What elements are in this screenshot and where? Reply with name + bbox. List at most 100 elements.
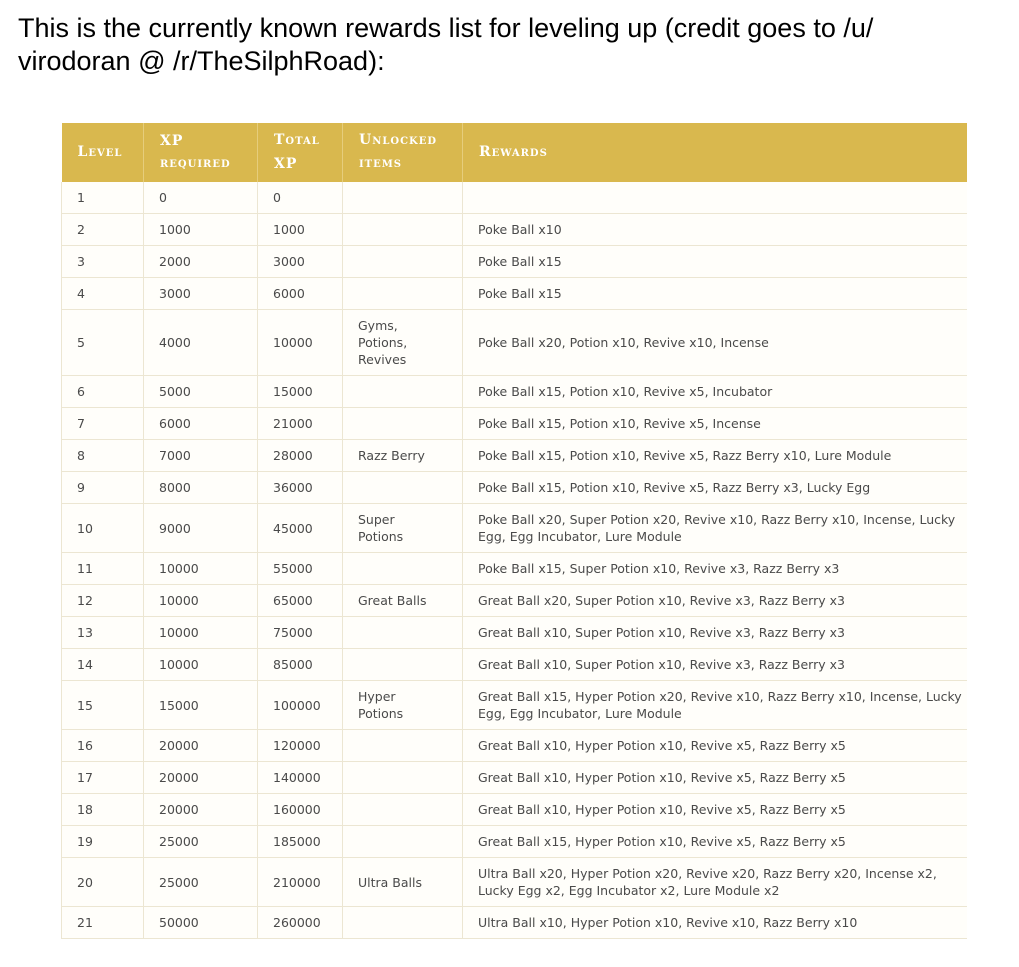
- unlocked-items-cell: [342, 648, 463, 681]
- level-cell: 20: [61, 857, 144, 907]
- unlocked-items-cell: [342, 471, 463, 504]
- unlocked-items-cell: [342, 906, 463, 939]
- rewards-cell: Poke Ball x15, Super Potion x10, Revive …: [462, 552, 967, 585]
- total-xp-cell: 45000: [257, 503, 343, 553]
- level-cell: 15: [61, 680, 144, 730]
- level-cell: 12: [61, 584, 144, 617]
- total-xp-cell: 120000: [257, 729, 343, 762]
- total-xp-cell: 100000: [257, 680, 343, 730]
- table-row: 15 15000 100000 Hyper Potions Great Ball x15…: [61, 680, 967, 730]
- level-cell: 21: [61, 906, 144, 939]
- unlocked-items-cell: [342, 277, 463, 310]
- level-cell: 4: [61, 277, 144, 310]
- table-row: 21 50000 260000 Ultra Ball x10, Hyper Potio…: [61, 906, 967, 939]
- rewards-cell: Great Ball x15, Hyper Potion x10, Revive…: [462, 825, 967, 858]
- total-xp-cell: 6000: [257, 277, 343, 310]
- unlocked-items-cell: [342, 793, 463, 826]
- unlocked-items-cell: [342, 375, 463, 408]
- rewards-cell: Poke Ball x15, Potion x10, Revive x5, In…: [462, 375, 967, 408]
- total-xp-cell: 55000: [257, 552, 343, 585]
- level-cell: 17: [61, 761, 144, 794]
- unlocked-items-cell: [342, 616, 463, 649]
- xp-required-cell: 10000: [143, 584, 258, 617]
- xp-required-cell: 10000: [143, 552, 258, 585]
- level-cell: 1: [61, 182, 144, 214]
- rewards-cell: Poke Ball x15, Potion x10, Revive x5, Ra…: [462, 439, 967, 472]
- rewards-cell: Great Ball x10, Super Potion x10, Revive…: [462, 616, 967, 649]
- level-cell: 2: [61, 213, 144, 246]
- level-cell: 8: [61, 439, 144, 472]
- xp-required-cell: 10000: [143, 648, 258, 681]
- rewards-cell: Poke Ball x10: [462, 213, 967, 246]
- xp-required-cell: 9000: [143, 503, 258, 553]
- unlocked-items-cell: [342, 825, 463, 858]
- level-cell: 3: [61, 245, 144, 278]
- table-row: 14 10000 85000 Great Ball x10, Super Potion…: [61, 648, 967, 681]
- xp-required-cell: 4000: [143, 309, 258, 376]
- rewards-cell: Poke Ball x15: [462, 277, 967, 310]
- xp-required-cell: 25000: [143, 825, 258, 858]
- table-row: 18 20000 160000 Great Ball x10, Hyper Potio…: [61, 793, 967, 826]
- unlocked-items-cell: Great Balls: [342, 584, 463, 617]
- total-xp-cell: 36000: [257, 471, 343, 504]
- total-xp-cell: 140000: [257, 761, 343, 794]
- rewards-table-container: LEVEL XP REQUIRED TOTAL XP UNLOCKED ITEMS R…: [61, 123, 967, 967]
- unlocked-items-cell: Razz Berry: [342, 439, 463, 472]
- unlocked-items-cell: [342, 182, 463, 214]
- header-rewards: REWARDS: [462, 123, 967, 182]
- table-row: 8 7000 28000 Razz Berry Poke Ball x15, Potio…: [61, 439, 967, 472]
- level-cell: 16: [61, 729, 144, 762]
- table-row: 2 1000 1000 Poke Ball x10: [61, 213, 967, 246]
- xp-required-cell: 20000: [143, 729, 258, 762]
- rewards-cell: Poke Ball x20, Super Potion x20, Revive …: [462, 503, 967, 553]
- total-xp-cell: 15000: [257, 375, 343, 408]
- level-cell: 10: [61, 503, 144, 553]
- table-row: 9 8000 36000 Poke Ball x15, Potion x10, Rev…: [61, 471, 967, 504]
- unlocked-items-cell: Super Potions: [342, 503, 463, 553]
- xp-required-cell: 50000: [143, 906, 258, 939]
- rewards-cell: Poke Ball x15: [462, 245, 967, 278]
- header-unlocked-items: UNLOCKED ITEMS: [342, 123, 463, 182]
- xp-required-cell: 5000: [143, 375, 258, 408]
- total-xp-cell: 10000: [257, 309, 343, 376]
- xp-required-cell: 0: [143, 182, 258, 214]
- rewards-cell: Great Ball x10, Hyper Potion x10, Revive…: [462, 793, 967, 826]
- rewards-cell: Poke Ball x15, Potion x10, Revive x5, In…: [462, 407, 967, 440]
- table-row: 6 5000 15000 Poke Ball x15, Potion x10, Rev…: [61, 375, 967, 408]
- rewards-cell: [462, 182, 967, 214]
- xp-required-cell: 8000: [143, 471, 258, 504]
- unlocked-items-cell: [342, 729, 463, 762]
- table-row: 20 25000 210000 Ultra Balls Ultra Ball x20, …: [61, 857, 967, 907]
- unlocked-items-cell: Gyms, Potions, Revives: [342, 309, 463, 376]
- header-total-xp: TOTAL XP: [257, 123, 343, 182]
- unlocked-items-cell: Hyper Potions: [342, 680, 463, 730]
- level-cell: 5: [61, 309, 144, 376]
- xp-required-cell: 1000: [143, 213, 258, 246]
- rewards-cell: Poke Ball x20, Potion x10, Revive x10, I…: [462, 309, 967, 376]
- total-xp-cell: 65000: [257, 584, 343, 617]
- total-xp-cell: 160000: [257, 793, 343, 826]
- table-header-row: LEVEL XP REQUIRED TOTAL XP UNLOCKED ITEMS R…: [61, 123, 967, 182]
- total-xp-cell: 3000: [257, 245, 343, 278]
- intro-line-2: virodoran @ /r/TheSilphRoad):: [18, 46, 385, 76]
- xp-required-cell: 2000: [143, 245, 258, 278]
- table-row: 5 4000 10000 Gyms, Potions, Revives Poke Bal…: [61, 309, 967, 376]
- level-cell: 18: [61, 793, 144, 826]
- table-row: 3 2000 3000 Poke Ball x15: [61, 245, 967, 278]
- xp-required-cell: 20000: [143, 761, 258, 794]
- table-row: 11 10000 55000 Poke Ball x15, Super Potion …: [61, 552, 967, 585]
- rewards-cell: Ultra Ball x10, Hyper Potion x10, Revive…: [462, 906, 967, 939]
- table-row: 7 6000 21000 Poke Ball x15, Potion x10, Rev…: [61, 407, 967, 440]
- level-cell: 6: [61, 375, 144, 408]
- table-row: 4 3000 6000 Poke Ball x15: [61, 277, 967, 310]
- header-level: LEVEL: [61, 123, 144, 182]
- total-xp-cell: 75000: [257, 616, 343, 649]
- table-row: 17 20000 140000 Great Ball x10, Hyper Potio…: [61, 761, 967, 794]
- total-xp-cell: 185000: [257, 825, 343, 858]
- rewards-cell: Great Ball x10, Hyper Potion x10, Revive…: [462, 729, 967, 762]
- total-xp-cell: 0: [257, 182, 343, 214]
- rewards-cell: Great Ball x15, Hyper Potion x20, Revive…: [462, 680, 967, 730]
- table-row: 13 10000 75000 Great Ball x10, Super Potion…: [61, 616, 967, 649]
